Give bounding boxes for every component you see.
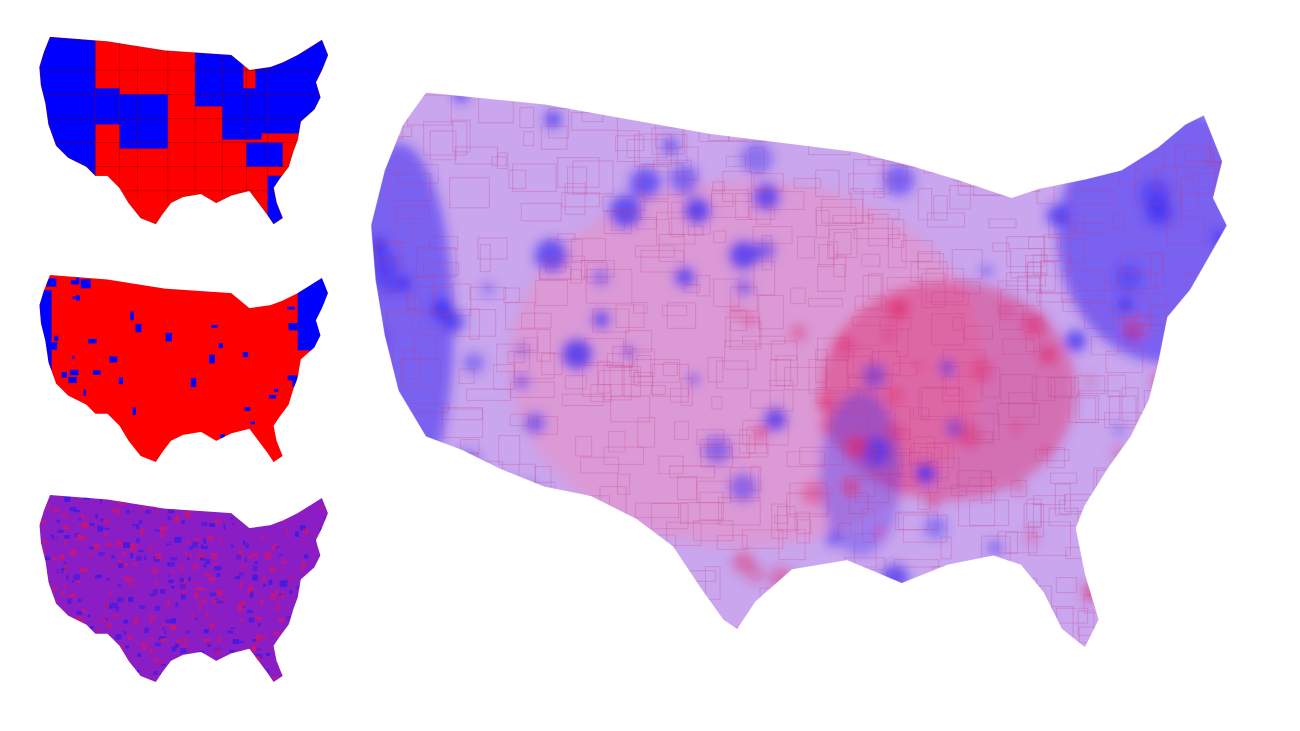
county-blend-population-map xyxy=(371,92,1227,648)
county-winner-map xyxy=(39,275,328,462)
county-blend-map xyxy=(39,495,328,682)
state-winner-map xyxy=(39,36,329,225)
